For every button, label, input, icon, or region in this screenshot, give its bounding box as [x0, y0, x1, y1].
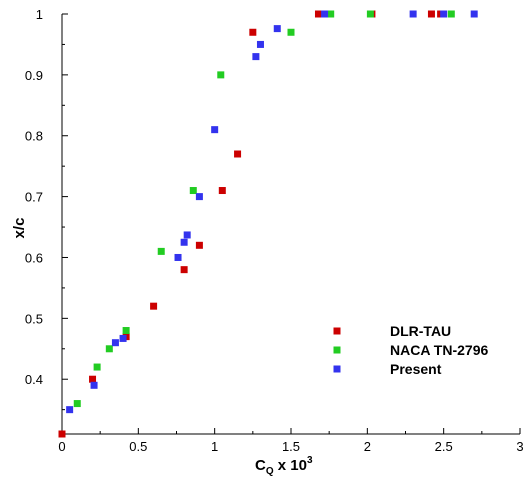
data-point	[157, 247, 165, 255]
x-axis-title-main: C	[255, 457, 266, 474]
legend-marker	[333, 346, 341, 354]
y-tick-label: 0.7	[25, 190, 43, 205]
data-point	[89, 375, 97, 383]
data-point	[409, 10, 417, 18]
x-axis-ticks: 0 0.5 1 1.5 2 2.5 3	[58, 428, 524, 454]
data-point	[470, 10, 478, 18]
y-tick-label: 0.6	[25, 250, 43, 265]
data-point	[90, 381, 98, 389]
data-point	[314, 10, 322, 18]
legend-marker	[333, 327, 341, 335]
legend: DLR-TAU NACA TN-2796 Present	[333, 323, 488, 377]
legend-label: DLR-TAU	[390, 323, 451, 339]
x-tick-label: 1	[211, 439, 218, 454]
data-point	[93, 363, 101, 371]
legend-label: Present	[390, 361, 442, 377]
data-point	[321, 10, 329, 18]
data-point	[287, 28, 295, 36]
y-tick-label: 0.4	[25, 372, 43, 387]
data-point	[183, 231, 191, 239]
y-tick-label: 0.5	[25, 311, 43, 326]
x-axis-title-rest: x 10	[274, 457, 307, 474]
data-point	[427, 10, 435, 18]
data-point	[211, 126, 219, 134]
data-point	[73, 400, 81, 408]
y-axis-title: x/c	[11, 218, 28, 239]
x-axis-title-sub: Q	[266, 466, 274, 477]
data-point	[256, 40, 264, 48]
x-tick-label: 2	[364, 439, 371, 454]
data-point	[447, 10, 455, 18]
data-point	[252, 53, 260, 61]
data-point	[150, 302, 158, 310]
data-point	[273, 25, 281, 33]
x-axis-title-sup: 3	[307, 455, 313, 466]
x-axis-title: CQ x 103	[255, 455, 313, 477]
y-tick-label: 0.8	[25, 129, 43, 144]
data-point	[58, 430, 66, 438]
data-point	[66, 406, 74, 414]
y-axis-ticks: 0.4 0.5 0.6 0.7 0.8 0.9 1	[25, 7, 68, 411]
data-point	[195, 193, 203, 201]
x-tick-label: 1.5	[282, 439, 300, 454]
data-point	[119, 334, 127, 342]
plot-frame	[61, 14, 520, 435]
data-point	[327, 10, 335, 18]
legend-marker	[333, 365, 341, 373]
x-tick-label: 3	[516, 439, 523, 454]
data-point	[122, 327, 130, 335]
y-tick-label: 0.9	[25, 68, 43, 83]
data-points	[58, 10, 478, 438]
y-tick-label: 1	[36, 7, 43, 22]
legend-label: NACA TN-2796	[390, 342, 488, 358]
data-point	[234, 150, 242, 158]
data-point	[440, 10, 448, 18]
data-point	[195, 241, 203, 249]
x-tick-label: 0.5	[129, 439, 147, 454]
x-tick-label: 0	[58, 439, 65, 454]
data-point	[366, 10, 374, 18]
data-point	[111, 339, 119, 347]
data-point	[189, 187, 197, 195]
data-point	[105, 345, 113, 353]
data-point	[180, 266, 188, 274]
data-point	[174, 253, 182, 261]
data-point	[180, 238, 188, 246]
data-point	[249, 28, 257, 36]
data-point	[218, 187, 226, 195]
x-tick-label: 2.5	[435, 439, 453, 454]
data-point	[217, 71, 225, 79]
